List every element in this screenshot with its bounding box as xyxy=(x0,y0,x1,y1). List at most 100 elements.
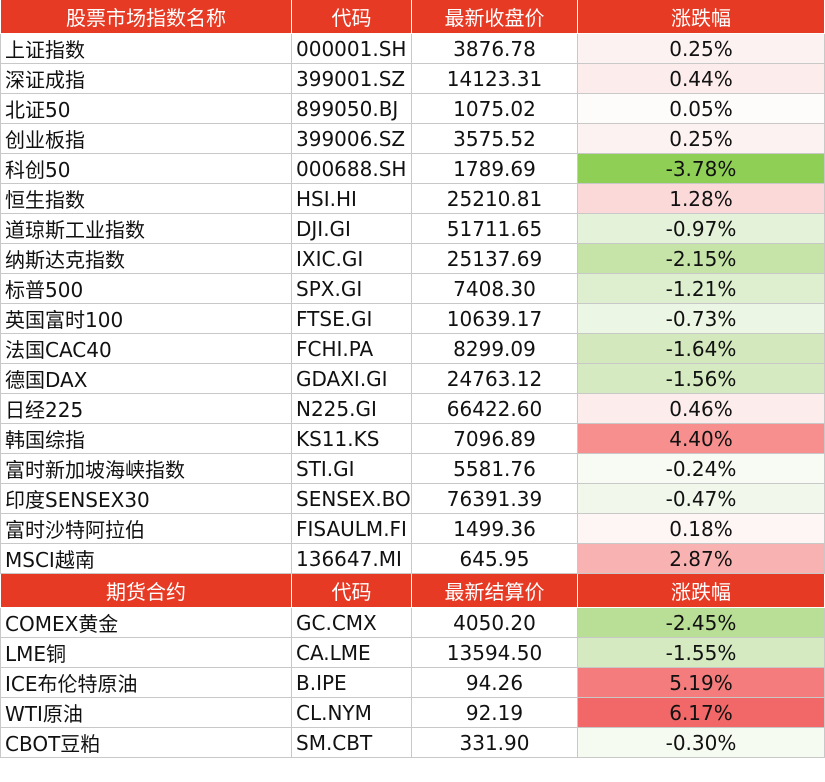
close-price: 5581.76 xyxy=(412,454,578,484)
index-name: WTI原油 xyxy=(0,698,292,728)
close-price: 25137.69 xyxy=(412,244,578,274)
table-row: 深证成指 399001.SZ 14123.31 0.44% xyxy=(0,64,825,94)
header-change: 涨跌幅 xyxy=(578,0,825,34)
index-name: 深证成指 xyxy=(0,64,292,94)
change-percent: -0.47% xyxy=(578,484,825,514)
table-row: LME铜 CA.LME 13594.50 -1.55% xyxy=(0,638,825,668)
index-code: HSI.HI xyxy=(292,184,412,214)
close-price: 331.90 xyxy=(412,728,578,758)
index-code: 399001.SZ xyxy=(292,64,412,94)
table-row: 北证50 899050.BJ 1075.02 0.05% xyxy=(0,94,825,124)
table-row: 上证指数 000001.SH 3876.78 0.25% xyxy=(0,34,825,64)
table-row: 韩国综指 KS11.KS 7096.89 4.40% xyxy=(0,424,825,454)
index-code: CA.LME xyxy=(292,638,412,668)
table-row: 标普500 SPX.GI 7408.30 -1.21% xyxy=(0,274,825,304)
change-percent: 0.25% xyxy=(578,124,825,154)
index-code: 899050.BJ xyxy=(292,94,412,124)
index-name: 法国CAC40 xyxy=(0,334,292,364)
change-percent: 0.44% xyxy=(578,64,825,94)
index-code: SPX.GI xyxy=(292,274,412,304)
table-row: 德国DAX GDAXI.GI 24763.12 -1.56% xyxy=(0,364,825,394)
header-name: 期货合约 xyxy=(0,574,292,608)
close-price: 8299.09 xyxy=(412,334,578,364)
close-price: 7096.89 xyxy=(412,424,578,454)
change-percent: 0.46% xyxy=(578,394,825,424)
index-code: CL.NYM xyxy=(292,698,412,728)
table-row: 富时新加坡海峡指数 STI.GI 5581.76 -0.24% xyxy=(0,454,825,484)
index-name: ICE布伦特原油 xyxy=(0,668,292,698)
index-name: 科创50 xyxy=(0,154,292,184)
change-percent: -1.56% xyxy=(578,364,825,394)
table-row: 道琼斯工业指数 DJI.GI 51711.65 -0.97% xyxy=(0,214,825,244)
close-price: 7408.30 xyxy=(412,274,578,304)
index-name: 北证50 xyxy=(0,94,292,124)
change-percent: 0.18% xyxy=(578,514,825,544)
change-percent: 0.05% xyxy=(578,94,825,124)
index-name: 富时沙特阿拉伯 xyxy=(0,514,292,544)
header-code: 代码 xyxy=(292,574,412,608)
header-price: 最新收盘价 xyxy=(412,0,578,34)
index-code: DJI.GI xyxy=(292,214,412,244)
change-percent: 1.28% xyxy=(578,184,825,214)
index-name: 道琼斯工业指数 xyxy=(0,214,292,244)
header-name: 股票市场指数名称 xyxy=(0,0,292,34)
index-name: MSCI越南 xyxy=(0,544,292,574)
index-name: 纳斯达克指数 xyxy=(0,244,292,274)
header-code: 代码 xyxy=(292,0,412,34)
table-row: 法国CAC40 FCHI.PA 8299.09 -1.64% xyxy=(0,334,825,364)
index-name: 创业板指 xyxy=(0,124,292,154)
close-price: 14123.31 xyxy=(412,64,578,94)
close-price: 1075.02 xyxy=(412,94,578,124)
change-percent: -0.24% xyxy=(578,454,825,484)
index-code: GC.CMX xyxy=(292,608,412,638)
change-percent: -1.64% xyxy=(578,334,825,364)
close-price: 10639.17 xyxy=(412,304,578,334)
header-price: 最新结算价 xyxy=(412,574,578,608)
close-price: 92.19 xyxy=(412,698,578,728)
index-code: STI.GI xyxy=(292,454,412,484)
index-code: IXIC.GI xyxy=(292,244,412,274)
change-percent: -3.78% xyxy=(578,154,825,184)
table-row: WTI原油 CL.NYM 92.19 6.17% xyxy=(0,698,825,728)
table-header-row: 期货合约 代码 最新结算价 涨跌幅 xyxy=(0,574,825,608)
index-name: 印度SENSEX30 xyxy=(0,484,292,514)
index-name: 韩国综指 xyxy=(0,424,292,454)
index-code: B.IPE xyxy=(292,668,412,698)
change-percent: -2.45% xyxy=(578,608,825,638)
header-change: 涨跌幅 xyxy=(578,574,825,608)
table-row: 英国富时100 FTSE.GI 10639.17 -0.73% xyxy=(0,304,825,334)
table-row: CBOT豆粕 SM.CBT 331.90 -0.30% xyxy=(0,728,825,758)
index-code: 136647.MI xyxy=(292,544,412,574)
index-name: COMEX黄金 xyxy=(0,608,292,638)
index-name: 上证指数 xyxy=(0,34,292,64)
index-name: LME铜 xyxy=(0,638,292,668)
index-code: FTSE.GI xyxy=(292,304,412,334)
close-price: 13594.50 xyxy=(412,638,578,668)
index-code: 399006.SZ xyxy=(292,124,412,154)
index-code: KS11.KS xyxy=(292,424,412,454)
close-price: 4050.20 xyxy=(412,608,578,638)
close-price: 645.95 xyxy=(412,544,578,574)
table-row: 日经225 N225.GI 66422.60 0.46% xyxy=(0,394,825,424)
index-name: 标普500 xyxy=(0,274,292,304)
index-code: SENSEX.BO xyxy=(292,484,412,514)
close-price: 1499.36 xyxy=(412,514,578,544)
table-row: 恒生指数 HSI.HI 25210.81 1.28% xyxy=(0,184,825,214)
index-name: 英国富时100 xyxy=(0,304,292,334)
close-price: 66422.60 xyxy=(412,394,578,424)
index-code: GDAXI.GI xyxy=(292,364,412,394)
close-price: 76391.39 xyxy=(412,484,578,514)
change-percent: 2.87% xyxy=(578,544,825,574)
table-row: 印度SENSEX30 SENSEX.BO 76391.39 -0.47% xyxy=(0,484,825,514)
table-row: COMEX黄金 GC.CMX 4050.20 -2.45% xyxy=(0,608,825,638)
index-code: 000688.SH xyxy=(292,154,412,184)
change-percent: 6.17% xyxy=(578,698,825,728)
index-code: SM.CBT xyxy=(292,728,412,758)
close-price: 51711.65 xyxy=(412,214,578,244)
index-code: FISAULM.FI xyxy=(292,514,412,544)
index-name: 德国DAX xyxy=(0,364,292,394)
table-row: ICE布伦特原油 B.IPE 94.26 5.19% xyxy=(0,668,825,698)
close-price: 3876.78 xyxy=(412,34,578,64)
change-percent: 5.19% xyxy=(578,668,825,698)
